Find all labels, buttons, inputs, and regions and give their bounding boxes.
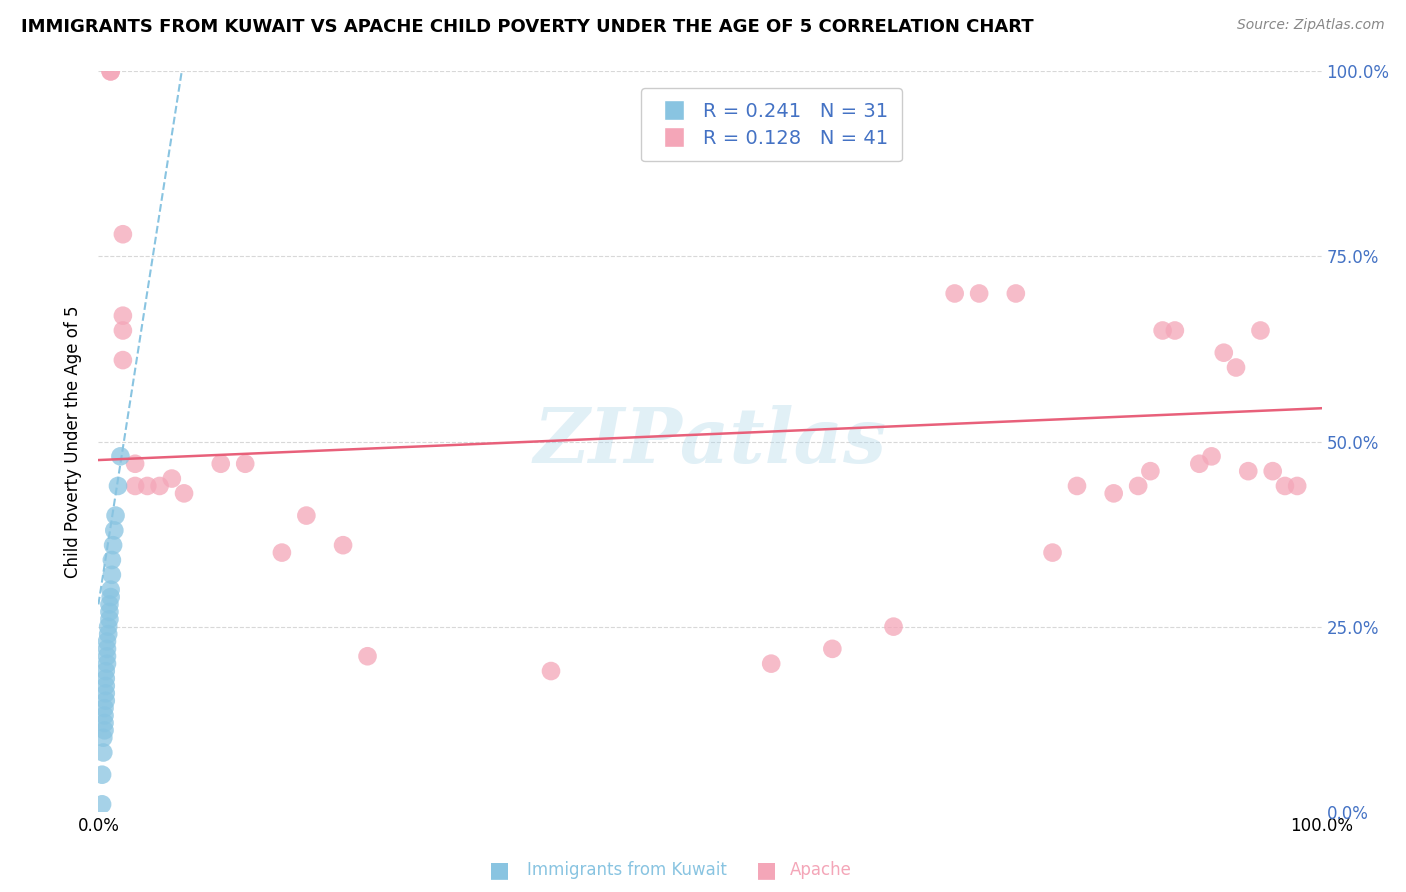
Point: [91, 797, 114, 812]
Text: Source: ZipAtlas.com: Source: ZipAtlas.com: [1237, 18, 1385, 32]
Point: [110, 450, 132, 464]
Point: [173, 486, 195, 500]
Point: [111, 353, 134, 368]
Point: [1286, 479, 1309, 493]
Point: [91, 767, 114, 781]
Point: [96, 634, 118, 648]
Point: [104, 508, 127, 523]
Point: [93, 715, 115, 730]
Point: [94, 672, 117, 686]
Point: [100, 64, 122, 78]
Point: [94, 686, 117, 700]
Point: [103, 524, 125, 538]
Point: [1237, 464, 1260, 478]
Text: ■: ■: [489, 860, 509, 880]
Point: [111, 309, 134, 323]
Point: [1249, 324, 1271, 338]
Point: [94, 679, 117, 693]
Point: [111, 227, 134, 242]
Point: [1188, 457, 1211, 471]
Point: [1274, 479, 1296, 493]
Point: [821, 641, 844, 656]
Point: [96, 657, 118, 671]
Point: [1201, 450, 1223, 464]
Point: [1212, 345, 1234, 359]
Point: [332, 538, 354, 552]
Point: [97, 627, 120, 641]
Point: [101, 553, 124, 567]
Text: Apache: Apache: [790, 861, 852, 879]
Point: [1225, 360, 1247, 375]
Point: [111, 324, 134, 338]
Point: [136, 479, 159, 493]
Point: [96, 641, 118, 656]
Point: [124, 457, 146, 471]
Text: Immigrants from Kuwait: Immigrants from Kuwait: [527, 861, 727, 879]
Point: [100, 590, 122, 604]
Point: [967, 286, 990, 301]
Point: [93, 701, 115, 715]
Point: [943, 286, 966, 301]
Point: [91, 746, 114, 760]
Point: [540, 664, 562, 678]
Point: [98, 605, 121, 619]
Point: [101, 567, 124, 582]
Point: [93, 708, 115, 723]
Point: [1066, 479, 1088, 493]
Point: [101, 538, 124, 552]
Point: [1139, 464, 1161, 478]
Point: [1152, 324, 1174, 338]
Point: [96, 649, 118, 664]
Point: [107, 479, 129, 493]
Point: [149, 479, 172, 493]
Point: [91, 731, 114, 745]
Point: [94, 664, 117, 678]
Point: [160, 471, 183, 485]
Point: [270, 546, 294, 560]
Point: [1102, 486, 1125, 500]
Point: [1004, 286, 1026, 301]
Legend: R = 0.241   N = 31, R = 0.128   N = 41: R = 0.241 N = 31, R = 0.128 N = 41: [641, 88, 901, 161]
Point: [97, 619, 120, 633]
Point: [1261, 464, 1284, 478]
Text: IMMIGRANTS FROM KUWAIT VS APACHE CHILD POVERTY UNDER THE AGE OF 5 CORRELATION CH: IMMIGRANTS FROM KUWAIT VS APACHE CHILD P…: [21, 18, 1033, 36]
Point: [295, 508, 318, 523]
Point: [233, 457, 256, 471]
Point: [1042, 546, 1064, 560]
Point: [883, 619, 905, 633]
Point: [93, 723, 115, 738]
Y-axis label: Child Poverty Under the Age of 5: Child Poverty Under the Age of 5: [65, 305, 83, 578]
Point: [761, 657, 783, 671]
Point: [124, 479, 146, 493]
Point: [209, 457, 232, 471]
Point: [1128, 479, 1150, 493]
Point: [100, 582, 122, 597]
Point: [100, 64, 122, 78]
Point: [98, 612, 121, 626]
Text: ZIPatlas: ZIPatlas: [533, 405, 887, 478]
Point: [356, 649, 378, 664]
Text: ■: ■: [756, 860, 776, 880]
Point: [94, 694, 117, 708]
Point: [1164, 324, 1187, 338]
Point: [98, 598, 121, 612]
